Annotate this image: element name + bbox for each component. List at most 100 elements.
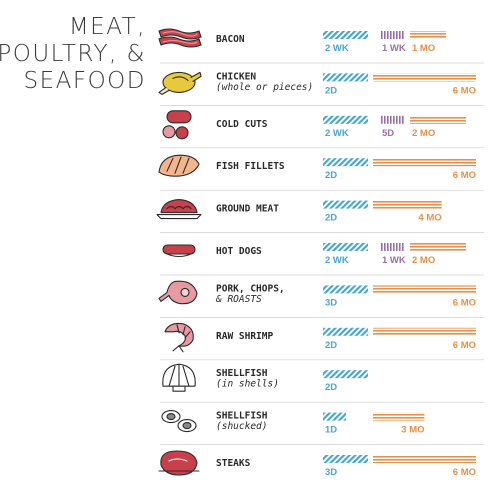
fish-fillet-icon [158,154,200,177]
freezer-value-label: 4 MO [418,213,441,224]
freezer-value-label: 6 MO [453,85,476,96]
fridge-value-label: 3D [325,297,337,308]
freezer-bar [373,412,425,421]
freezer_short-value-label: 1 WK [382,43,406,54]
fridge-bar [323,200,368,209]
shucked-shellfish-icon [161,410,197,433]
chart-row: SHELLFISH (in shells) 2D [160,363,484,403]
category-label: STEAKS [216,458,251,469]
shrimp-icon [164,322,194,353]
fridge-bar [323,73,368,82]
freezer-value-label: 3 MO [401,425,424,436]
category-label-line: SHELLFISH [216,368,268,379]
pork-chop-icon [158,280,198,305]
chart-row: HOT DOGS 2 WK 1 WK 2 MO [160,243,484,276]
freezer_short-bar [380,115,405,124]
freezer_short-bar [380,31,405,39]
freezer_short-bar [380,243,405,251]
steak-icon [158,450,200,476]
category-label-line: STEAKS [216,458,251,469]
fridge-bar [323,327,368,336]
category-label-line: RAW SHRIMP [216,331,273,342]
fridge-value-label: 2D [325,382,337,393]
chart-row: RAW SHRIMP 2D 6 MO [160,322,484,361]
fridge-bar [323,285,368,294]
hot-dog-icon [162,244,196,258]
category-label: GROUND MEAT [216,204,279,215]
chart-row: PORK, CHOPS, & ROASTS 3D 6 MO [158,280,484,318]
chart-row: FISH FILLETS 2D 6 MO [158,154,484,191]
category-label-line: (shucked) [216,421,267,432]
category-label-line: PORK, CHOPS, [216,283,285,294]
chart-row: BACON 2 WK 1 WK 1 MO [158,28,484,64]
freezer-value-label: 6 MO [453,170,476,181]
fridge-bar [323,158,368,167]
chart-row: COLD CUTS 2 WK 5D 2 MO [160,110,484,149]
freezer-bar [373,200,442,209]
category-label-line: BACON [216,34,245,45]
freezer-bar [373,285,476,294]
title-line: SEAFOOD [23,68,146,94]
category-label-line: SHELLFISH [216,411,268,422]
freezer_short-value-label: 1 WK [382,255,406,266]
category-label: FISH FILLETS [216,161,285,172]
bacon-icon [158,28,202,48]
category-label: HOT DOGS [216,246,262,257]
category-label: RAW SHRIMP [216,331,273,342]
fridge-value-label: 2D [325,85,337,96]
freezer-bar [373,455,476,463]
fridge-bar [323,370,368,379]
category-label: COLD CUTS [216,119,268,130]
category-label: BACON [216,34,245,45]
category-label-line: (whole or pieces) [216,82,313,93]
fridge-value-label: 2D [325,170,337,181]
fridge-bar [323,243,368,251]
freezer-value-label: 6 MO [453,297,476,308]
freezer-bar [410,243,466,251]
freezer_short-value-label: 5D [382,128,394,139]
category-label-line: (in shells) [216,379,279,390]
category-label-line: COLD CUTS [216,119,268,130]
fridge-value-label: 1D [325,425,337,436]
freezer-value-label: 6 MO [453,340,476,351]
freezer-bar [410,115,466,124]
fridge-value-label: 2D [325,213,337,224]
category-label: CHICKEN (whole or pieces) [216,71,313,93]
fridge-bar [323,115,368,124]
chart-row: STEAKS 3D 6 MO [158,450,476,478]
chicken-icon [158,71,202,95]
title-line: POULTRY, & [0,41,146,67]
title-line: MEAT, [68,14,146,40]
ground-meat-icon [156,199,202,220]
chart-row: GROUND MEAT 2D 4 MO [156,199,484,233]
fridge-value-label: 2 WK [325,43,349,54]
fridge-bar [323,31,368,39]
freezer-bar [373,327,476,336]
category-label-line: & ROASTS [215,294,262,305]
fridge-value-label: 2 WK [325,128,349,139]
freezer-value-label: 1 MO [412,43,435,54]
category-label: PORK, CHOPS, & ROASTS [215,283,285,305]
fridge-value-label: 3D [325,467,337,478]
category-label: SHELLFISH (in shells) [216,368,279,390]
freezer-value-label: 2 MO [412,128,435,139]
category-label: SHELLFISH (shucked) [216,411,268,433]
chart-row: CHICKEN (whole or pieces) 2D 6 MO [158,71,484,106]
category-label-line: CHICKEN [216,71,256,82]
freezer-bar [373,158,476,167]
freezer-bar [373,73,476,82]
fridge-bar [323,412,346,421]
category-label-line: GROUND MEAT [216,204,279,215]
fridge-value-label: 2 WK [325,255,349,266]
shellfish-icon [162,363,196,392]
freezer-value-label: 6 MO [453,467,476,478]
chart-row: SHELLFISH (shucked) 1D 3 MO [160,410,484,445]
category-label-line: HOT DOGS [216,246,262,257]
category-label-line: FISH FILLETS [216,161,285,172]
cold-cuts-icon [162,110,192,140]
fridge-value-label: 2D [325,340,337,351]
chart-title: MEAT, POULTRY, & SEAFOOD [0,14,146,95]
fridge-bar [323,455,368,463]
freezer-bar [410,31,446,39]
